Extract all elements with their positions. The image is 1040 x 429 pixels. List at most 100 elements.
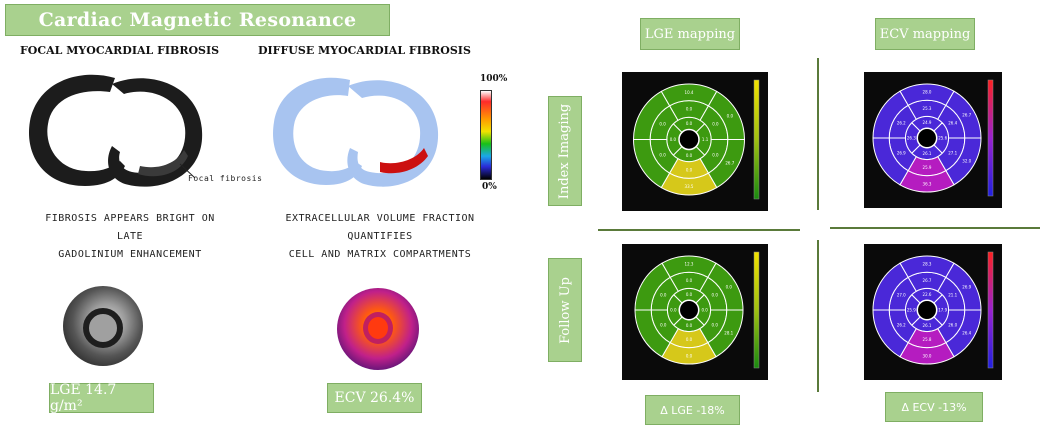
lge-index-bullseye-value: 0.0 bbox=[712, 152, 719, 157]
lge-myocardium-ring bbox=[83, 308, 123, 348]
ecv-index-bullseye-segment bbox=[872, 90, 909, 139]
ecv-index-bullseye-value: 32.0 bbox=[962, 158, 971, 163]
ecv-follow-bullseye-value: 26.7 bbox=[923, 278, 932, 283]
ecv-follow-bullseye-value: 22.6 bbox=[923, 292, 932, 297]
diffuse-caption: EXTRACELLULAR VOLUME FRACTION QUANTIFIES… bbox=[265, 210, 495, 264]
ecv-follow-bullseye-value: 26.4 bbox=[962, 330, 971, 335]
lge-follow-bullseye-panel: 0.0 0.0 0.0 0.0 0.0 0.0 0.0 0.0 0.0 0.0 12.3 0.0 28.… bbox=[622, 244, 768, 380]
row-label-index-imaging: Index Imaging bbox=[548, 96, 582, 206]
lge-index-bullseye-value: 0.0 bbox=[727, 113, 734, 118]
lge-follow-bullseye-value: 12.3 bbox=[685, 262, 694, 267]
lge-follow-bullseye-value: 0.0 bbox=[660, 322, 667, 327]
ecv-index-bullseye-panel: 24.9 25.6 26.1 26.3 25.3 26.4 27.1 25.9 26.9 26.2… bbox=[864, 72, 1002, 208]
lge-value-badge: LGE 14.7 g/m² bbox=[49, 382, 154, 414]
lge-follow-bullseye-segment bbox=[634, 262, 671, 311]
ecv-follow-bullseye-value: 25.8 bbox=[923, 337, 932, 342]
ecv-follow-bullseye-value: 28.3 bbox=[923, 262, 932, 267]
divider-bottom-vertical bbox=[817, 240, 819, 392]
diffuse-caption-line1: EXTRACELLULAR VOLUME FRACTION QUANTIFIES bbox=[285, 213, 475, 242]
ecv-follow-bullseye-panel: 22.6 17.9 26.1 25.9 26.7 21.1 26.0 25.8 26.2 27.0… bbox=[864, 244, 1002, 380]
follow-up-text: Follow Up bbox=[557, 276, 573, 344]
lge-follow-bullseye-value: 0.0 bbox=[686, 337, 693, 342]
title-banner: Cardiac Magnetic Resonance bbox=[5, 4, 390, 36]
delta-ecv-badge: Δ ECV -13% bbox=[885, 392, 983, 422]
focal-caption-line2: GADOLINIUM ENHANCEMENT bbox=[58, 249, 202, 260]
lge-follow-bullseye-scale bbox=[753, 251, 760, 369]
lge-follow-bullseye-value: 0.0 bbox=[701, 308, 708, 313]
colorbar-top-label: 100% bbox=[480, 74, 508, 84]
lge-index-bullseye-value: 33.5 bbox=[685, 184, 694, 189]
ecv-follow-bullseye-value: 17.9 bbox=[938, 308, 947, 313]
focal-heading: FOCAL MYOCARDIAL FIBROSIS bbox=[20, 44, 220, 57]
colorbar bbox=[480, 90, 492, 180]
diffuse-right-ventricle-wall bbox=[273, 77, 362, 185]
ecv-map-thumbnail bbox=[337, 288, 419, 370]
diffuse-caption-line2: CELL AND MATRIX COMPARTMENTS bbox=[288, 249, 472, 260]
focal-caption: FIBROSIS APPEARS BRIGHT ON LATE GADOLINI… bbox=[30, 210, 230, 264]
lge-follow-bullseye-value: 0.0 bbox=[712, 293, 719, 298]
lge-follow-bullseye-value: 0.0 bbox=[686, 353, 693, 358]
ecv-index-bullseye-value: 26.9 bbox=[897, 150, 906, 155]
index-imaging-text: Index Imaging bbox=[557, 103, 573, 199]
lge-follow-bullseye-value: 0.0 bbox=[686, 323, 693, 328]
ecv-follow-bullseye-value: 26.1 bbox=[923, 323, 932, 328]
ecv-follow-bullseye-value: 30.0 bbox=[923, 353, 932, 358]
lge-index-bullseye-value: 0.0 bbox=[659, 122, 666, 127]
lge-mapping-header: LGE mapping bbox=[640, 18, 740, 50]
focal-fibrosis-pointer bbox=[179, 163, 196, 179]
ecv-index-bullseye-value: 25.9 bbox=[923, 165, 932, 170]
lge-index-bullseye-value: 0.0 bbox=[659, 152, 666, 157]
diffuse-heading: DIFFUSE MYOCARDIAL FIBROSIS bbox=[258, 44, 471, 57]
ecv-index-bullseye-scale bbox=[987, 79, 994, 197]
lge-follow-bullseye-value: 0.0 bbox=[686, 278, 693, 283]
ecv-follow-bullseye-value: 27.0 bbox=[897, 293, 906, 298]
right-ventricle-wall bbox=[28, 74, 125, 186]
ecv-index-bullseye-apex bbox=[916, 127, 938, 149]
ecv-index-bullseye-value: 26.3 bbox=[907, 136, 916, 141]
lge-mri-thumbnail bbox=[63, 286, 143, 366]
ecv-index-bullseye-value: 24.9 bbox=[923, 120, 932, 125]
ecv-follow-bullseye-segment bbox=[872, 262, 909, 311]
lge-index-bullseye-value: 1.1 bbox=[702, 137, 709, 142]
lge-follow-bullseye-value: 28.1 bbox=[724, 330, 733, 335]
delta-lge-badge: Δ LGE -18% bbox=[645, 395, 740, 425]
lge-index-bullseye-scale bbox=[753, 79, 760, 200]
ecv-index-bullseye-value: 26.2 bbox=[897, 121, 906, 126]
lge-follow-bullseye: 0.0 0.0 0.0 0.0 0.0 0.0 0.0 0.0 0.0 0.0 12.3 0.0 28.… bbox=[634, 251, 760, 369]
focal-fibrosis-area bbox=[138, 150, 188, 177]
ecv-follow-bullseye-value: 21.1 bbox=[948, 293, 957, 298]
focal-fibrosis-heart-illustration bbox=[28, 74, 203, 187]
lge-follow-bullseye-value: 0.0 bbox=[686, 292, 693, 297]
lge-index-bullseye: 0.0 1.1 0.0 0.0 0.0 0.0 0.0 0.0 0.0 0.0 10.4 0.0 26.… bbox=[632, 79, 760, 200]
focal-caption-line1: FIBROSIS APPEARS BRIGHT ON LATE bbox=[45, 213, 215, 242]
diffuse-fibrosis-heart-illustration bbox=[273, 77, 439, 187]
ecv-mapping-header: ECV mapping bbox=[875, 18, 975, 50]
lge-index-bullseye-value: 26.7 bbox=[725, 161, 734, 166]
ecv-index-bullseye-value: 27.1 bbox=[948, 150, 957, 155]
lge-index-bullseye-value: 0.0 bbox=[686, 153, 693, 158]
divider-left-horizontal bbox=[598, 229, 800, 231]
ecv-index-bullseye-value: 26.1 bbox=[923, 151, 932, 156]
lge-index-bullseye-segment bbox=[632, 90, 671, 140]
row-label-follow-up: Follow Up bbox=[548, 258, 582, 362]
focal-fibrosis-label: Focal fibrosis bbox=[188, 174, 263, 183]
diffuse-fibrosis-area bbox=[380, 148, 428, 174]
divider-right-horizontal bbox=[830, 227, 1040, 229]
lge-follow-bullseye-value: 0.0 bbox=[660, 293, 667, 298]
ecv-index-bullseye: 24.9 25.6 26.1 26.3 25.3 26.4 27.1 25.9 26.9 26.2… bbox=[872, 79, 994, 197]
ecv-follow-bullseye: 22.6 17.9 26.1 25.9 26.7 21.1 26.0 25.8 26.2 27.0… bbox=[872, 251, 994, 369]
ecv-index-bullseye-value: 25.6 bbox=[938, 136, 947, 141]
lge-index-bullseye-value: 0.0 bbox=[686, 168, 693, 173]
page-title: Cardiac Magnetic Resonance bbox=[38, 9, 357, 31]
diffuse-cavity bbox=[368, 117, 401, 161]
lge-follow-bullseye-value: 0.0 bbox=[712, 322, 719, 327]
ecv-index-bullseye-value: 26.7 bbox=[962, 113, 971, 118]
ecv-follow-bullseye-value: 25.9 bbox=[907, 308, 916, 313]
divider-top-vertical bbox=[817, 58, 819, 210]
ecv-follow-bullseye-scale bbox=[987, 251, 994, 369]
lge-index-bullseye-apex bbox=[678, 128, 700, 151]
lge-follow-bullseye-value: 0.0 bbox=[670, 308, 677, 313]
lge-index-bullseye-value: 0.0 bbox=[686, 106, 693, 111]
ecv-index-bullseye-value: 26.4 bbox=[948, 121, 957, 126]
ecv-follow-bullseye-value: 26.9 bbox=[962, 285, 971, 290]
